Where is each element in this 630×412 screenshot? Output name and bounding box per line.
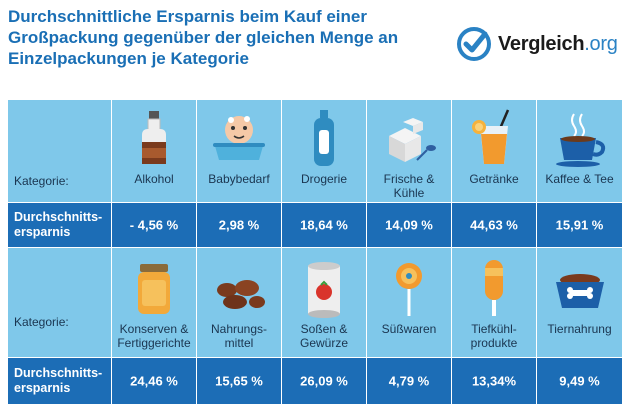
category-cell: Kaffee & Tee — [537, 100, 622, 202]
savings-label-cell: Durchschnitts-ersparnis — [8, 358, 112, 404]
savings-cell: 15,65 % — [197, 358, 282, 404]
savings-value: 14,09 % — [385, 217, 433, 233]
category-name: Tiernahrung — [547, 322, 612, 336]
savings-value: 15,65 % — [215, 373, 263, 389]
logo-text: Vergleich.org — [498, 33, 618, 56]
category-row-2: Kategorie: Konserven & Fertiggerichte Na… — [8, 248, 622, 357]
logo-name: Vergleich — [498, 32, 585, 55]
savings-label: Durchschnitts-ersparnis — [14, 210, 103, 239]
savings-label: Durchschnitts-ersparnis — [14, 366, 103, 395]
category-name: Tiefkühl-produkte — [470, 322, 518, 350]
category-label: Kategorie: — [14, 174, 69, 188]
category-cell: Drogerie — [282, 100, 367, 202]
savings-cell: 4,79 % — [367, 358, 452, 404]
sugar-cubes-icon — [389, 118, 436, 162]
savings-value: 18,64 % — [300, 217, 348, 233]
savings-cell: 14,09 % — [367, 203, 452, 247]
category-name: Soßen & Gewürze — [299, 322, 349, 350]
baby-bath-icon — [213, 116, 265, 160]
coffee-cup-icon — [555, 113, 605, 167]
category-name: Kaffee & Tee — [545, 172, 614, 186]
savings-cell: - 4,56 % — [112, 203, 197, 247]
lollipop-icon — [396, 263, 422, 316]
savings-cell: 44,63 % — [452, 203, 537, 247]
category-cell: Babybedarf — [197, 100, 282, 202]
category-cell: Alkohol — [112, 100, 197, 202]
checkmark-circle-icon — [457, 27, 491, 61]
savings-value: - 4,56 % — [129, 217, 179, 233]
category-name: Babybedarf — [208, 172, 270, 186]
savings-row-2: Durchschnitts-ersparnis 24,46 % 15,65 % … — [8, 358, 622, 404]
category-label-cell: Kategorie: — [8, 248, 112, 357]
savings-row-1: Durchschnitts-ersparnis - 4,56 % 2,98 % … — [8, 203, 622, 247]
category-name: Konserven & Fertiggerichte — [117, 322, 191, 350]
savings-cell: 26,09 % — [282, 358, 367, 404]
savings-value: 4,79 % — [388, 373, 430, 389]
category-name: Drogerie — [300, 172, 348, 186]
liquor-bottle-icon — [142, 111, 166, 164]
category-cell: Tiefkühl-produkte — [452, 248, 537, 357]
savings-cell: 24,46 % — [112, 358, 197, 404]
category-label-cell: Kategorie: — [8, 100, 112, 202]
savings-value: 44,63 % — [470, 217, 518, 233]
category-row-1: Kategorie: Alkohol Babybedarf — [8, 100, 622, 202]
category-label: Kategorie: — [14, 315, 69, 329]
category-name: Getränke — [469, 172, 519, 186]
popsicle-icon — [485, 260, 503, 316]
savings-value: 13,34% — [471, 373, 517, 389]
category-cell: Konserven & Fertiggerichte — [112, 248, 197, 357]
category-name: Süßwaren — [381, 322, 437, 336]
juice-glass-icon — [472, 109, 510, 164]
category-cell: Süßwaren — [367, 248, 452, 357]
vergleich-logo[interactable]: Vergleich.org — [456, 26, 618, 62]
savings-value: 24,46 % — [130, 373, 178, 389]
tomato-can-icon — [308, 262, 340, 318]
jar-icon — [138, 264, 170, 314]
category-name: Alkohol — [134, 172, 174, 186]
savings-table: Kategorie: Alkohol Babybedarf — [8, 100, 622, 404]
savings-cell: 13,34% — [452, 358, 537, 404]
category-cell: Soßen & Gewürze — [282, 248, 367, 357]
category-name: Frische & Kühle — [383, 172, 435, 200]
page-title: Durchschnittliche Ersparnis beim Kauf ei… — [8, 7, 399, 68]
savings-cell: 2,98 % — [197, 203, 282, 247]
savings-value: 2,98 % — [218, 217, 260, 233]
savings-cell: 9,49 % — [537, 358, 622, 404]
savings-label-cell: Durchschnitts-ersparnis — [8, 203, 112, 247]
savings-value: 26,09 % — [300, 373, 348, 389]
category-cell: Nahrungs-mittel — [197, 248, 282, 357]
category-name: Nahrungs-mittel — [210, 322, 268, 350]
potatoes-icon — [217, 280, 265, 309]
category-cell: Tiernahrung — [537, 248, 622, 357]
savings-value: 15,91 % — [555, 217, 604, 233]
category-cell: Frische & Kühle — [367, 100, 452, 202]
category-cell: Getränke — [452, 100, 537, 202]
savings-value: 9,49 % — [559, 373, 600, 389]
savings-cell: 15,91 % — [537, 203, 622, 247]
savings-cell: 18,64 % — [282, 203, 367, 247]
shampoo-bottle-icon — [314, 110, 334, 166]
logo-tld: .org — [584, 32, 618, 55]
pet-bowl-icon — [555, 274, 604, 308]
